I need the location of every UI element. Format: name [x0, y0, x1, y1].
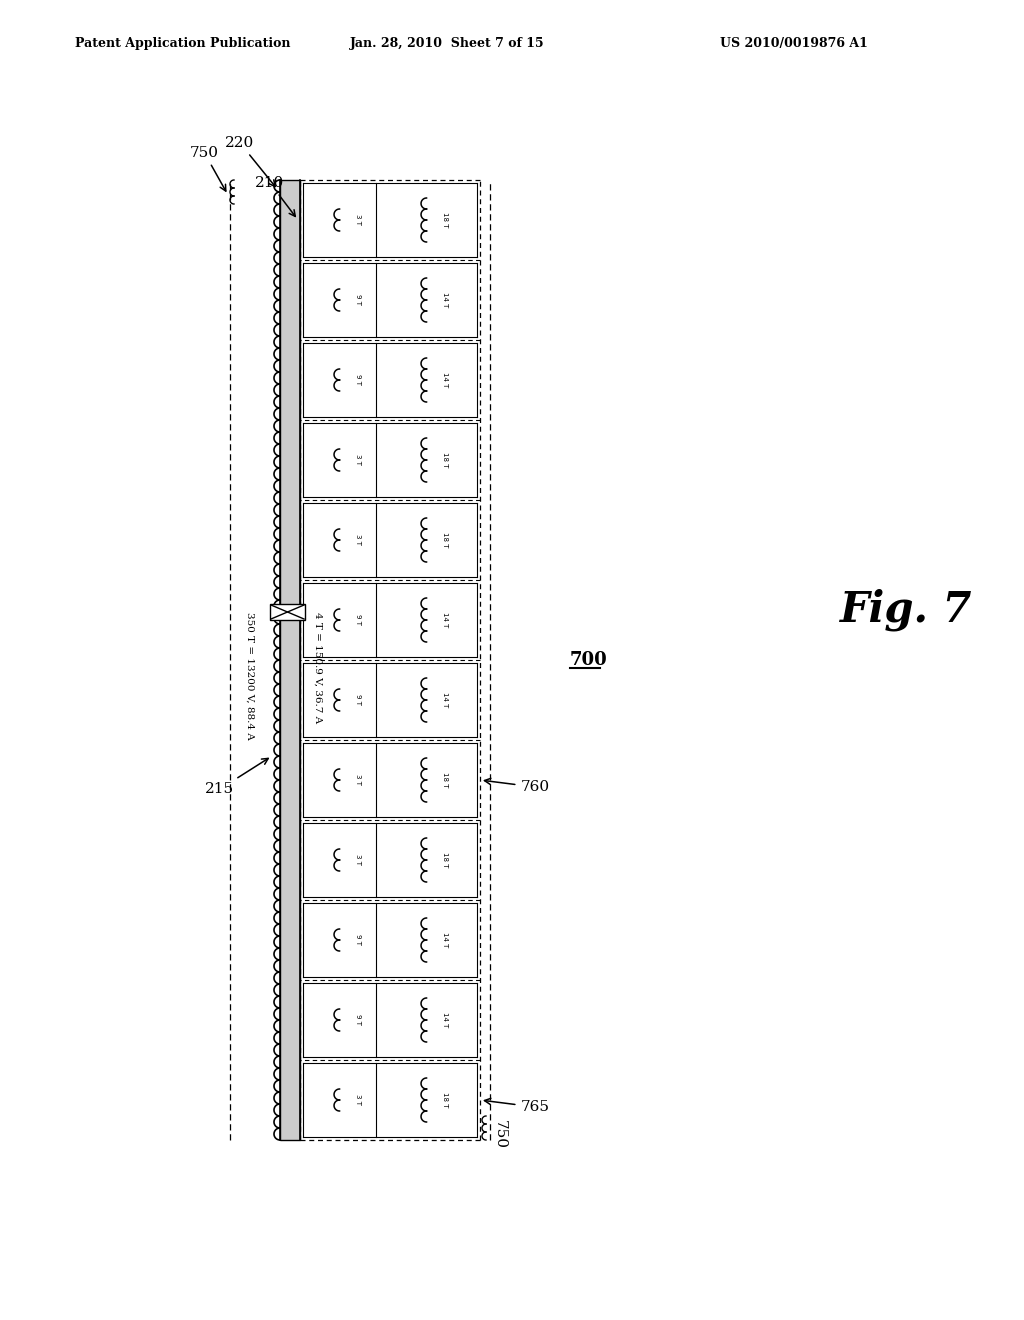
Text: 18 T: 18 T [441, 772, 447, 788]
Text: 3 T: 3 T [354, 775, 360, 785]
Text: 18 T: 18 T [441, 1092, 447, 1107]
Text: 14 T: 14 T [441, 372, 447, 388]
Text: 350 T = 13200 V, 88.4 A: 350 T = 13200 V, 88.4 A [246, 612, 255, 739]
Text: 750: 750 [190, 147, 226, 191]
Text: 760: 760 [484, 779, 550, 795]
Text: 18 T: 18 T [441, 453, 447, 467]
Text: 18 T: 18 T [441, 853, 447, 867]
Text: 14 T: 14 T [441, 612, 447, 628]
Text: 3 T: 3 T [354, 854, 360, 866]
Text: 220: 220 [225, 136, 275, 186]
Text: 9 T: 9 T [354, 375, 360, 385]
Text: 3 T: 3 T [354, 214, 360, 226]
Text: US 2010/0019876 A1: US 2010/0019876 A1 [720, 37, 868, 50]
Text: 3 T: 3 T [354, 454, 360, 466]
Text: 9 T: 9 T [354, 615, 360, 626]
Text: 765: 765 [484, 1098, 550, 1114]
Text: 9 T: 9 T [354, 935, 360, 945]
Text: 9 T: 9 T [354, 1015, 360, 1026]
Polygon shape [280, 180, 300, 1140]
Polygon shape [270, 605, 305, 620]
Text: 14 T: 14 T [441, 692, 447, 708]
Text: 18 T: 18 T [441, 213, 447, 228]
Text: 14 T: 14 T [441, 1012, 447, 1028]
Text: 14 T: 14 T [441, 932, 447, 948]
Text: 215: 215 [206, 759, 268, 796]
Text: 3 T: 3 T [354, 535, 360, 545]
Text: 4 T = 150.9 V, 36.7 A: 4 T = 150.9 V, 36.7 A [313, 612, 323, 723]
Text: 750: 750 [493, 1119, 507, 1148]
Text: 700: 700 [570, 651, 608, 669]
Text: Patent Application Publication: Patent Application Publication [75, 37, 291, 50]
Text: Fig. 7: Fig. 7 [840, 589, 973, 631]
Text: 9 T: 9 T [354, 694, 360, 705]
Text: 210: 210 [255, 176, 295, 216]
Text: Jan. 28, 2010  Sheet 7 of 15: Jan. 28, 2010 Sheet 7 of 15 [350, 37, 545, 50]
Text: 14 T: 14 T [441, 292, 447, 308]
Text: 18 T: 18 T [441, 532, 447, 548]
Text: 9 T: 9 T [354, 294, 360, 305]
Text: 3 T: 3 T [354, 1094, 360, 1106]
